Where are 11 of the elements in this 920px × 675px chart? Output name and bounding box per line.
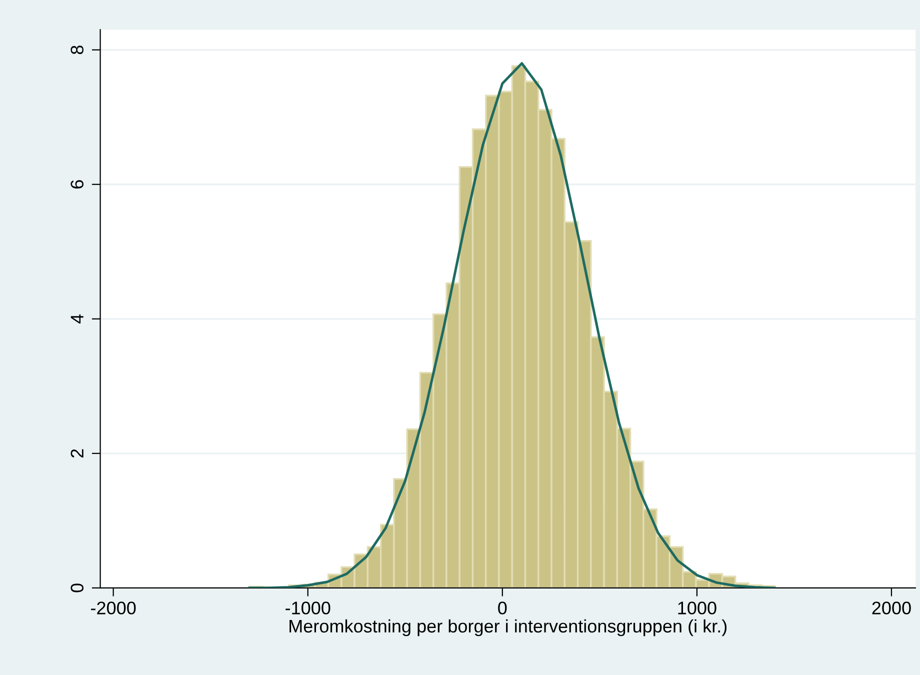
x-tick-label: -1000 bbox=[286, 602, 330, 614]
x-tick-label: 1000 bbox=[678, 602, 716, 614]
x-axis-title: Meromkostning per borger i interventionsgruppen (i kr.) bbox=[290, 619, 727, 636]
x-tick-label: 2000 bbox=[872, 602, 911, 614]
y-tick-label: 8 bbox=[70, 46, 84, 54]
y-tick-label: 2 bbox=[70, 449, 84, 458]
y-tick-label: 0 bbox=[70, 584, 84, 592]
y-tick-label: 6 bbox=[70, 180, 84, 188]
x-tick-label: 0 bbox=[498, 602, 507, 614]
y-tick-label: 4 bbox=[70, 314, 84, 324]
x-tick-label: -2000 bbox=[91, 602, 136, 614]
